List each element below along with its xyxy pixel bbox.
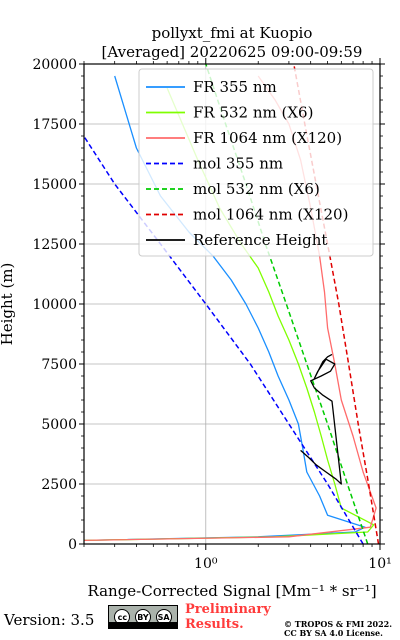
- cc-license-badge[interactable]: cc BY SA: [108, 605, 178, 629]
- x-tick-label: 10⁰: [194, 556, 218, 572]
- version-label: Version: 3.5: [4, 611, 95, 629]
- series-line-3: [84, 135, 364, 544]
- series-line-4: [205, 64, 369, 544]
- y-tick-label: 17500: [32, 117, 77, 133]
- y-tick-label: 2500: [41, 477, 77, 493]
- copyright-notice: © TROPOS & FMI 2022. CC BY SA 4.0 Licens…: [284, 620, 392, 638]
- y-tick-label: 7500: [41, 357, 77, 373]
- y-tick-label: 10000: [32, 297, 77, 313]
- y-tick-label: 20000: [32, 57, 77, 73]
- preliminary-line-2: Results.: [185, 617, 244, 632]
- legend-label-3: mol 355 nm: [193, 155, 283, 173]
- legend-box: [138, 68, 374, 257]
- legend-label-0: FR 355 nm: [193, 78, 277, 96]
- axis-layer: 0 2500 5000 7500 10000 12500 15000 17500 20000 10…: [32, 57, 391, 572]
- chart-title: pollyxt_fmi at Kuopio: [152, 24, 313, 42]
- x-axis-label: Range-Corrected Signal [Mm⁻¹ * sr⁻¹]: [87, 582, 376, 600]
- legend-label-5: mol 1064 nm (X120): [193, 206, 348, 224]
- y-tick-label: 5000: [41, 417, 77, 433]
- preliminary-notice: Preliminary Results.: [185, 602, 271, 632]
- copyright-line-2: CC BY SA 4.0 License.: [284, 628, 383, 638]
- chart: pollyxt_fmi at Kuopio [Averaged] 2022062…: [0, 24, 392, 600]
- y-axis-label: Height (m): [0, 263, 16, 346]
- preliminary-line-1: Preliminary: [185, 602, 271, 617]
- legend-label-1: FR 532 nm (X6): [193, 104, 313, 122]
- cc-strip: [109, 622, 177, 628]
- cc-by-icon: BY: [134, 609, 151, 625]
- y-tick-label: 12500: [32, 237, 77, 253]
- legend-label-6: Reference Height: [193, 231, 327, 249]
- chart-subtitle: [Averaged] 20220625 09:00-09:59: [102, 43, 363, 61]
- legend-label-2: FR 1064 nm (X120): [193, 129, 342, 147]
- y-tick-label: 0: [68, 537, 77, 553]
- copyright-line-1: © TROPOS & FMI 2022.: [284, 619, 393, 629]
- series-line-5: [293, 64, 380, 544]
- legend-label-4: mol 532 nm (X6): [193, 180, 320, 198]
- series-line-6: [300, 353, 342, 485]
- legend: FR 355 nm FR 532 nm (X6) FR 1064 nm (X120)…: [138, 68, 374, 257]
- x-tick-label: 10¹: [368, 556, 391, 572]
- y-tick-label: 15000: [32, 177, 77, 193]
- legend-items: FR 355 nm FR 532 nm (X6) FR 1064 nm (X120)…: [146, 78, 348, 249]
